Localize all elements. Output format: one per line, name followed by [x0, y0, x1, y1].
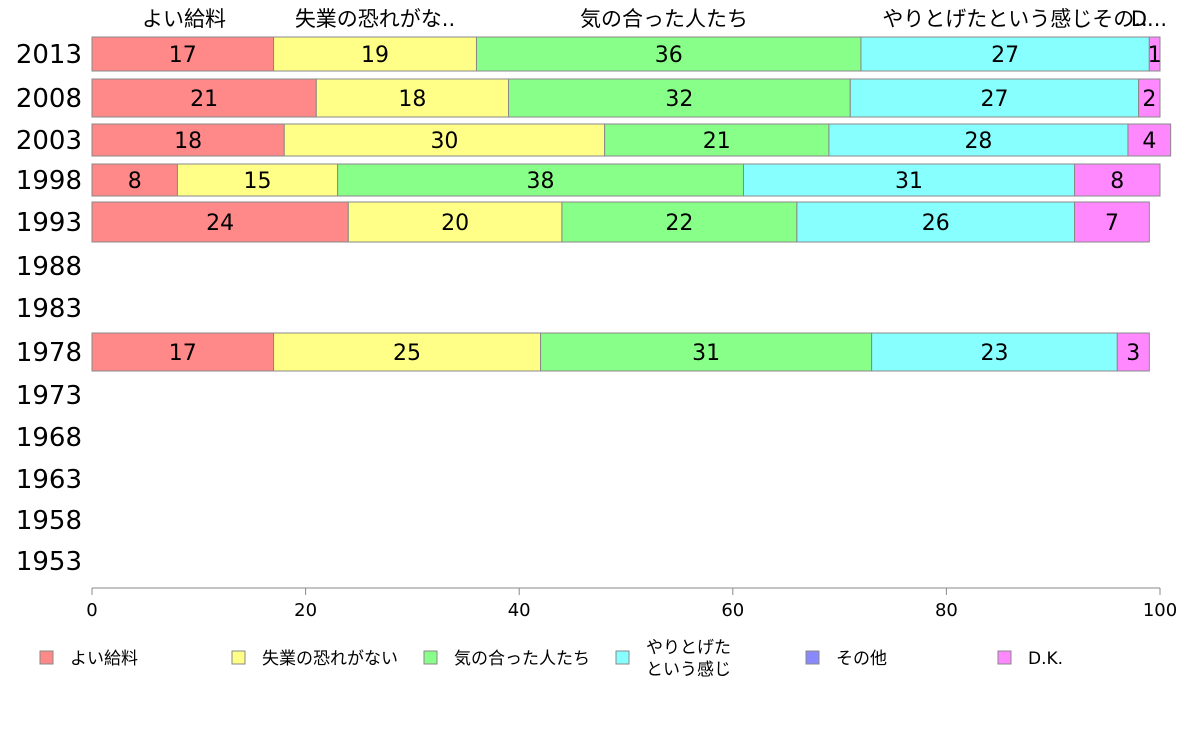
bar-1978-2	[540, 332, 873, 372]
legend-label-3-line2: という感じ	[646, 660, 731, 680]
bar-2003-1	[283, 123, 606, 157]
year-label-1983: 1983	[16, 294, 82, 324]
bar-1998-3	[742, 163, 1076, 197]
bar-1993-0	[91, 201, 349, 243]
bar-label-1993-0: 24	[206, 211, 234, 236]
bar-label-1993-3: 26	[922, 211, 950, 236]
year-label-1958: 1958	[16, 506, 82, 536]
year-label-1998: 1998	[16, 166, 82, 196]
year-label-1968: 1968	[16, 423, 82, 453]
bar-1993-1	[347, 201, 563, 243]
year-label-1953: 1953	[16, 547, 82, 577]
x-tick-label-20: 20	[294, 600, 317, 621]
bar-2008-1	[315, 78, 510, 118]
bar-1978-5	[1116, 332, 1150, 372]
bar-label-1978-0: 17	[169, 341, 197, 366]
bar-label-2003-1: 30	[430, 129, 458, 154]
legend-swatch-0	[39, 650, 54, 665]
bar-label-2003-2: 21	[703, 129, 731, 154]
bar-label-2013-2: 36	[655, 43, 683, 68]
year-label-1988: 1988	[16, 252, 82, 282]
bar-2003-5	[1127, 123, 1172, 157]
bar-1998-2	[337, 163, 744, 197]
bar-2013-0	[91, 36, 275, 72]
top-label-0: よい給料	[142, 7, 226, 31]
bar-label-1993-5: 7	[1105, 211, 1119, 236]
bar-label-2008-2: 32	[665, 87, 693, 112]
legend-swatch-4	[805, 650, 820, 665]
bar-2013-2	[475, 36, 862, 72]
top-label-4: D...	[1131, 7, 1167, 31]
year-label-2003: 2003	[16, 126, 82, 156]
bar-1993-5	[1074, 201, 1150, 243]
year-label-2008: 2008	[16, 84, 82, 114]
bar-label-2013-0: 17	[169, 43, 197, 68]
x-tick-label-0: 0	[86, 600, 97, 621]
x-tick-label-100: 100	[1143, 600, 1177, 621]
bar-label-1978-2: 31	[692, 341, 720, 366]
bar-label-2003-3: 28	[964, 129, 992, 154]
bar-1978-3	[871, 332, 1118, 372]
bar-2008-0	[91, 78, 317, 118]
bar-2008-5	[1138, 78, 1161, 118]
x-tick-label-60: 60	[721, 600, 744, 621]
bar-2013-1	[273, 36, 477, 72]
top-label-1: 失業の恐れがな..	[295, 7, 455, 31]
year-label-2013: 2013	[16, 40, 82, 70]
bar-label-2008-0: 21	[190, 87, 218, 112]
bar-2003-3	[828, 123, 1129, 157]
legend-swatch-2	[423, 650, 438, 665]
bar-1998-0	[91, 163, 178, 197]
legend-label-5: D.K.	[1028, 649, 1063, 669]
bar-label-1998-1: 15	[244, 169, 272, 194]
bar-label-1978-3: 23	[980, 341, 1008, 366]
year-label-1973: 1973	[16, 381, 82, 411]
top-label-3: やりとげたという感じその..	[882, 7, 1147, 31]
bar-1978-1	[273, 332, 542, 372]
bar-2008-2	[508, 78, 851, 118]
bar-label-2008-1: 18	[398, 87, 426, 112]
x-tick-label-40: 40	[508, 600, 531, 621]
legend-label-4: その他	[836, 649, 887, 669]
bar-label-1998-2: 38	[527, 169, 555, 194]
bar-label-1993-2: 22	[665, 211, 693, 236]
bar-label-2003-5: 4	[1142, 129, 1156, 154]
legend-swatch-5	[997, 650, 1012, 665]
bar-label-2008-5: 2	[1142, 87, 1156, 112]
bar-label-2013-3: 27	[991, 43, 1019, 68]
year-label-1978: 1978	[16, 338, 82, 368]
legend-label-2: 気の合った人たち	[454, 649, 590, 669]
legend-swatch-3	[615, 650, 630, 665]
bar-label-1978-5: 3	[1126, 341, 1140, 366]
bar-2013-5	[1148, 36, 1161, 72]
bar-2003-2	[604, 123, 830, 157]
bar-label-1978-1: 25	[393, 341, 421, 366]
legend-swatch-1	[231, 650, 246, 665]
bar-label-2013-1: 19	[361, 43, 389, 68]
legend-label-1: 失業の恐れがない	[262, 649, 398, 669]
bar-label-2008-3: 27	[980, 87, 1008, 112]
bar-1998-5	[1074, 163, 1161, 197]
top-label-2: 気の合った人たち	[580, 7, 748, 31]
bar-label-1998-0: 8	[128, 169, 142, 194]
bar-2008-3	[849, 78, 1140, 118]
bar-label-2013-5: 1	[1148, 43, 1162, 68]
bar-label-1998-3: 31	[895, 169, 923, 194]
bar-2003-0	[91, 123, 285, 157]
bar-label-1993-1: 20	[441, 211, 469, 236]
legend-label-3-line1: やりとげた	[646, 638, 731, 658]
bar-1993-3	[796, 201, 1076, 243]
legend-label-0: よい給料	[70, 649, 138, 669]
bar-label-1998-5: 8	[1110, 169, 1124, 194]
x-tick-label-80: 80	[935, 600, 958, 621]
year-label-1963: 1963	[16, 465, 82, 495]
bar-1978-0	[91, 332, 275, 372]
year-label-1993: 1993	[16, 208, 82, 238]
bar-label-2003-0: 18	[174, 129, 202, 154]
